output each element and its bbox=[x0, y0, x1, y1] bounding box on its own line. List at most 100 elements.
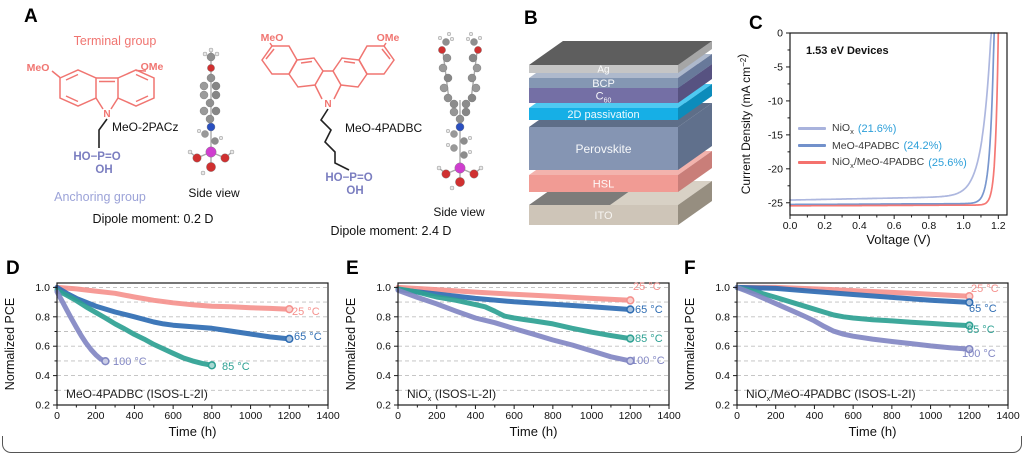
panel-f-stability-plot: 0 200 400 600 800 1000 1200 1400 0.2 0.4 0.6 0.8 1.0… bbox=[680, 255, 1024, 455]
legend-efficiency-value: (25.6%) bbox=[928, 156, 967, 169]
series-line-100°C bbox=[54, 289, 108, 364]
series-end-marker bbox=[207, 361, 217, 370]
series-line-85°C bbox=[54, 287, 215, 368]
svg-text:800: 800 bbox=[203, 410, 221, 422]
panel-label-b: B bbox=[524, 8, 538, 29]
svg-text:0.4: 0.4 bbox=[715, 370, 730, 382]
stack-layer-label: Perovskite bbox=[575, 142, 631, 156]
series-line-100°C bbox=[734, 284, 972, 352]
legend-row-1: MeO-4PADBC (24.2%) bbox=[798, 137, 967, 154]
jv-legend: NiOx (21.6%) MeO-4PADBC (24.2%) NiOx/MeO-4PA… bbox=[798, 120, 967, 171]
svg-text:600: 600 bbox=[844, 410, 862, 422]
stack-top-face bbox=[529, 41, 712, 65]
temperature-label-85°C: 85 °C bbox=[635, 333, 663, 345]
svg-text:-15: -15 bbox=[768, 129, 783, 141]
svg-text:0: 0 bbox=[734, 410, 740, 422]
series-line-65°C bbox=[734, 284, 972, 305]
terminal-group-label: Terminal group bbox=[74, 34, 157, 48]
legend-line-sample bbox=[798, 144, 826, 147]
svg-text:0.8: 0.8 bbox=[376, 311, 391, 323]
x-axis-label: Time (h) bbox=[510, 424, 558, 439]
svg-text:800: 800 bbox=[544, 410, 562, 422]
svg-text:1.2: 1.2 bbox=[991, 220, 1006, 232]
tick-labels: 0.0 0.2 0.4 0.6 0.8 1.0 1.2 0 -5 -10 -15 -20 -25 bbox=[768, 28, 1006, 233]
svg-text:0.4: 0.4 bbox=[852, 220, 867, 232]
legend-row-0: NiOx (21.6%) bbox=[798, 120, 967, 137]
mol2-name: MeO-4PADBC bbox=[345, 121, 422, 135]
svg-text:600: 600 bbox=[505, 410, 523, 422]
svg-text:400: 400 bbox=[467, 410, 485, 422]
mol2-dipole-label: Dipole moment: 2.4 D bbox=[331, 224, 452, 238]
svg-text:0.2: 0.2 bbox=[35, 400, 50, 412]
x-axis-label: Time (h) bbox=[849, 424, 897, 439]
svg-text:1200: 1200 bbox=[278, 410, 302, 422]
jv-chart: 0.0 0.2 0.4 0.6 0.8 1.0 1.2 0 -5 -10 -15 -20 -25 Volt… bbox=[735, 28, 1008, 247]
panel-c-jv-plot: 0.0 0.2 0.4 0.6 0.8 1.0 1.2 0 -5 -10 -15 -20 -25 Volt… bbox=[728, 0, 1024, 255]
mol2-ome-label: OMe bbox=[377, 32, 400, 44]
series-lines bbox=[54, 284, 294, 370]
y-axis-label: Normalized PCE bbox=[683, 298, 697, 390]
series-line-NiOx bbox=[789, 32, 993, 201]
stability-chart-niox-meo4padbc: 0 200 400 600 800 1000 1200 1400 0.2 0.4 0.6 0.8 1.0… bbox=[683, 282, 1020, 439]
series-line-NiOx/MeO-4PADBC bbox=[789, 32, 1000, 207]
panel-a-structures: Terminal group Anchoring group MeO OMe N… bbox=[0, 0, 515, 252]
svg-text:1400: 1400 bbox=[316, 410, 340, 422]
tick-labels: 0 200 400 600 800 1000 1200 1400 0.2 0.4 0.6 0.8 1.0 bbox=[35, 282, 339, 422]
svg-text:0.6: 0.6 bbox=[887, 220, 902, 232]
temperature-label-25°C: 25 °C bbox=[292, 306, 320, 318]
svg-text:0.8: 0.8 bbox=[35, 311, 50, 323]
series-end-marker bbox=[626, 296, 635, 305]
svg-text:1.0: 1.0 bbox=[715, 282, 730, 294]
tick-labels: 0 200 400 600 800 1000 1200 1400 0.2 0.4 0.6 0.8 1.0 bbox=[376, 282, 680, 422]
plot-frame bbox=[789, 32, 1008, 216]
svg-text:-20: -20 bbox=[768, 163, 783, 175]
svg-text:0.4: 0.4 bbox=[35, 370, 50, 382]
stack-layer-label: ITO bbox=[594, 210, 613, 222]
mol1-n-label: N bbox=[103, 109, 110, 120]
svg-text:1.0: 1.0 bbox=[376, 282, 391, 294]
svg-text:1.0: 1.0 bbox=[35, 282, 50, 294]
panel-label-a: A bbox=[24, 6, 38, 27]
series-line-100°C bbox=[395, 287, 633, 364]
condition-label-d: MeO-4PADBC (ISOS-L-2I) bbox=[66, 387, 208, 401]
svg-text:0.6: 0.6 bbox=[376, 341, 391, 353]
temperature-label-25°C: 25 °C bbox=[633, 281, 661, 293]
svg-text:-5: -5 bbox=[774, 61, 783, 73]
series-line-65°C bbox=[395, 287, 633, 312]
panel-label-f: F bbox=[684, 258, 696, 279]
svg-text:0.2: 0.2 bbox=[817, 220, 832, 232]
svg-text:0.2: 0.2 bbox=[715, 400, 730, 412]
tick-labels: 0 200 400 600 800 1000 1200 1400 0.2 0.4 0.6 0.8 1.0 bbox=[715, 282, 1019, 422]
legend-series-name: NiOx bbox=[832, 121, 854, 136]
series-lines bbox=[789, 32, 1000, 207]
svg-text:0.6: 0.6 bbox=[715, 341, 730, 353]
panel-label-c: C bbox=[749, 13, 763, 34]
axis-ticks bbox=[786, 32, 999, 219]
y-axis-label: Current Density (mA cm−2) bbox=[735, 54, 753, 194]
y-axis-label: Normalized PCE bbox=[3, 298, 17, 390]
grid-lines bbox=[57, 286, 328, 391]
stability-chart-niox: 0 200 400 600 800 1000 1200 1400 0.2 0.4 0.6 0.8 1.0… bbox=[344, 282, 681, 439]
temperature-label-65°C: 65 °C bbox=[294, 331, 322, 343]
panel-e-stability-plot: 0 200 400 600 800 1000 1200 1400 0.2 0.4 0.6 0.8 1.0… bbox=[341, 255, 687, 455]
svg-text:1000: 1000 bbox=[580, 410, 604, 422]
legend-efficiency-value: (24.2%) bbox=[903, 139, 943, 152]
series-end-marker bbox=[965, 298, 974, 307]
series-line-85°C bbox=[734, 284, 972, 329]
svg-text:1200: 1200 bbox=[619, 410, 643, 422]
mol1-name: MeO-2PACz bbox=[112, 120, 178, 134]
condition-label-e: NiOx (ISOS-L-2I) bbox=[407, 387, 497, 403]
mol2-sideview-label: Side view bbox=[433, 205, 485, 219]
series-end-marker bbox=[965, 321, 974, 330]
mol1-phosphonic-top: HO−P=O bbox=[73, 151, 120, 163]
svg-text:0: 0 bbox=[777, 28, 783, 40]
series-line-85°C bbox=[395, 286, 633, 342]
stack-layer-label: HSL bbox=[593, 178, 614, 190]
svg-text:600: 600 bbox=[164, 410, 182, 422]
svg-text:0.0: 0.0 bbox=[783, 220, 798, 232]
mol1-ome-label: OMe bbox=[141, 61, 164, 73]
x-axis-label: Time (h) bbox=[169, 424, 217, 439]
condition-label-f: NiOx/MeO-4PADBC (ISOS-L-2I) bbox=[746, 387, 916, 403]
